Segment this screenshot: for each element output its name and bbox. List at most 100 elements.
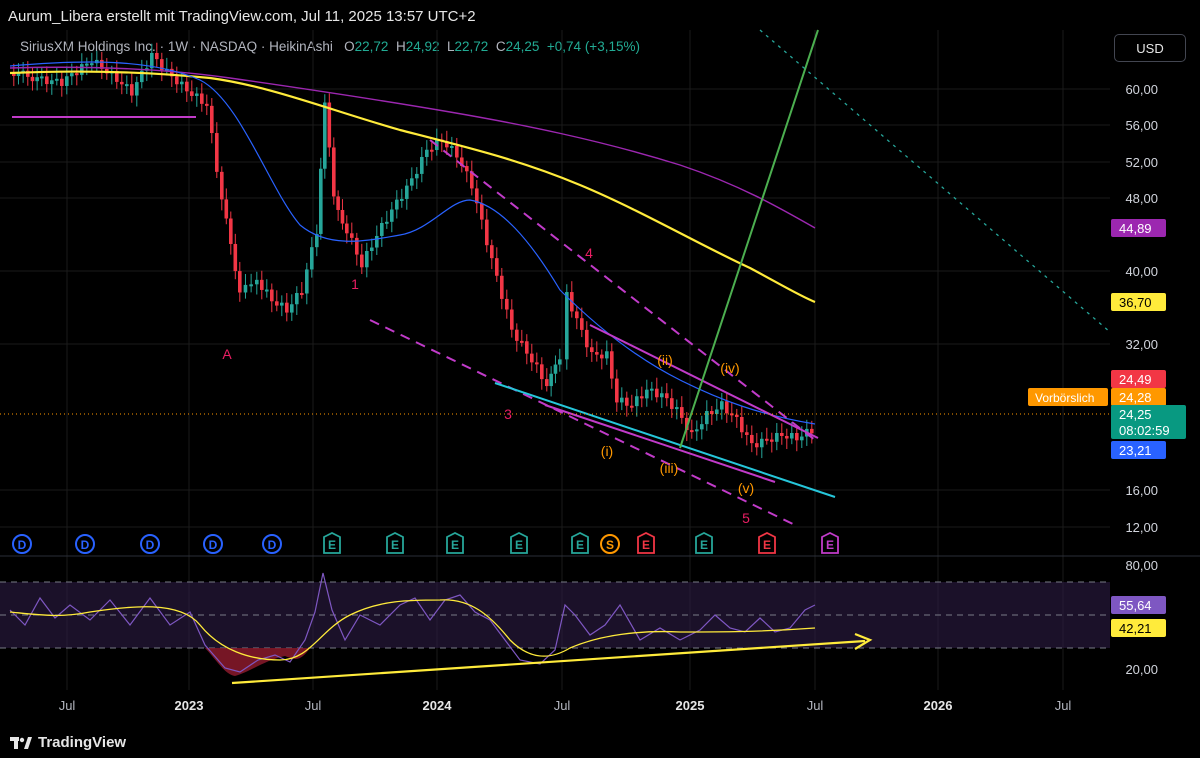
candle-body (285, 302, 289, 313)
candle-body (410, 178, 414, 186)
event-marker-letter: E (451, 538, 459, 552)
price-tick: 60,00 (1125, 82, 1158, 97)
currency-button[interactable]: USD (1114, 34, 1186, 62)
candle-body (450, 146, 454, 149)
candle-body (323, 102, 327, 169)
badge-premarket-box (1111, 388, 1166, 406)
event-marker-letter: D (268, 538, 277, 552)
rsi-oversold-fill (205, 648, 310, 676)
candle-body (650, 388, 654, 391)
badge-rsi-box (1111, 596, 1166, 614)
candle-body (520, 340, 524, 343)
candle-body (80, 64, 84, 75)
candle-body (420, 156, 424, 174)
candle-body (720, 401, 724, 410)
candle-body (770, 439, 774, 442)
event-marker-letter: E (826, 538, 834, 552)
wave-label-iii: (iii) (660, 460, 679, 476)
candle-body (233, 243, 238, 272)
candle-body (455, 146, 459, 158)
time-axis[interactable]: Jul 2023 Jul 2024 Jul 2025 Jul 2026 Jul (59, 698, 1072, 713)
candle-body (215, 133, 219, 172)
candle-body (645, 389, 649, 399)
candle-body (505, 298, 509, 310)
change-value: +0,74 (+3,15%) (546, 39, 640, 54)
candle-body (810, 428, 814, 434)
wave-label-iv: (iv) (720, 360, 739, 376)
channel-lower (369, 319, 796, 526)
tradingview-logo-icon (10, 736, 32, 749)
event-marker-letter: E (576, 538, 584, 552)
symbol-name[interactable]: SiriusXM Holdings Inc. (20, 39, 156, 54)
event-marker-e[interactable]: E (323, 531, 341, 554)
symbol-legend[interactable]: SiriusXM Holdings Inc. · 1W · NASDAQ · H… (20, 39, 640, 54)
event-marker-s[interactable]: S (600, 534, 620, 554)
candle-body (775, 432, 779, 442)
tradingview-logo[interactable]: TradingView (10, 734, 126, 751)
event-marker-e[interactable]: E (695, 531, 713, 554)
candle-body (500, 275, 504, 299)
event-marker-d[interactable]: D (12, 534, 32, 554)
event-marker-e[interactable]: E (758, 531, 776, 554)
time-tick: Jul (807, 698, 824, 713)
event-marker-e[interactable]: E (510, 531, 528, 554)
price-axis[interactable]: 60,00 56,00 52,00 48,00 40,00 32,00 16,00 12,00 (1125, 82, 1158, 535)
candle-body (229, 218, 233, 244)
badge-high: 24,49 (1119, 372, 1152, 387)
event-marker-letter: D (209, 538, 218, 552)
candle-body (200, 93, 204, 104)
candle-body (665, 393, 669, 399)
candle-body (545, 379, 549, 387)
candle-body (350, 233, 354, 238)
event-marker-letter: E (515, 538, 523, 552)
time-tick: 2024 (423, 698, 453, 713)
candle-body (90, 63, 94, 66)
badge-last: 24,25 (1119, 407, 1152, 422)
event-marker-d[interactable]: D (262, 534, 282, 554)
candle-body (580, 318, 584, 330)
event-marker-e[interactable]: E (571, 531, 589, 554)
event-marker-e[interactable]: E (821, 531, 839, 554)
wave-label-5: 5 (742, 510, 750, 526)
candle-body (549, 373, 553, 387)
price-tick: 48,00 (1125, 191, 1158, 206)
wave-label-v: (v) (738, 480, 754, 496)
candle-body (195, 93, 199, 96)
event-marker-d[interactable]: D (75, 534, 95, 554)
badge-high-box (1111, 370, 1166, 388)
event-marker-e[interactable]: E (637, 531, 655, 554)
chart-title: Aurum_Libera erstellt mit TradingView.co… (8, 8, 476, 25)
candle-body (515, 329, 519, 341)
candle-body (690, 430, 694, 433)
candle-body (475, 188, 479, 204)
candle-body (725, 401, 729, 414)
time-tick: Jul (305, 698, 322, 713)
candle-body (445, 141, 449, 148)
candle-body (385, 221, 389, 224)
event-marker-d[interactable]: D (140, 534, 160, 554)
event-marker-e[interactable]: E (446, 531, 464, 554)
badge-rsi-ma: 42,21 (1119, 621, 1152, 636)
candle-body (340, 209, 345, 224)
price-tick: 32,00 (1125, 337, 1158, 352)
event-marker-letter: E (391, 538, 399, 552)
rsi-axis[interactable]: 80,00 20,00 (1125, 558, 1158, 677)
candle-body (280, 302, 284, 306)
badge-premarket: 24,28 (1119, 390, 1152, 405)
candle-body (45, 76, 49, 85)
badge-last-box (1111, 405, 1186, 439)
candle-body (290, 304, 294, 313)
interval[interactable]: 1W (167, 39, 189, 54)
event-marker-e[interactable]: E (386, 531, 404, 554)
brand-name: TradingView (38, 734, 127, 751)
green-projection (679, 29, 819, 449)
wave-label-i: (i) (601, 443, 613, 459)
time-tick: Jul (59, 698, 76, 713)
candle-body (415, 173, 419, 179)
candle-body (265, 289, 269, 292)
event-marker-d[interactable]: D (203, 534, 223, 554)
candle-body (425, 149, 429, 157)
candle-body (125, 84, 129, 87)
